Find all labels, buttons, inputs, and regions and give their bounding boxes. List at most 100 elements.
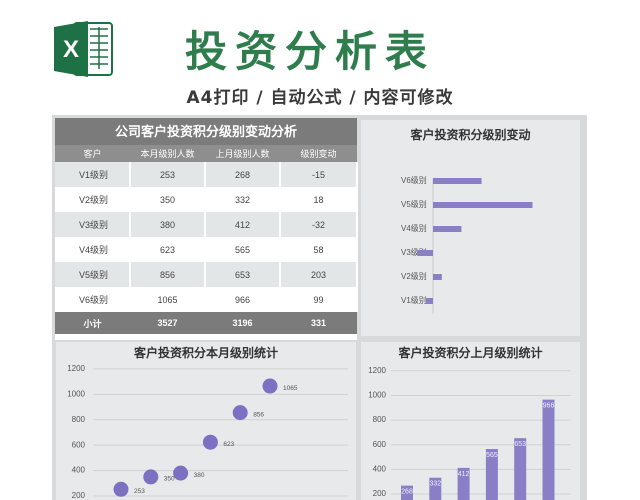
- change-chart-title: 客户投资积分级别变动: [410, 128, 531, 142]
- bar-value-label: 268: [401, 489, 413, 496]
- category-label: V5级别: [401, 199, 427, 209]
- bar: [429, 477, 442, 500]
- change-chart: V1级别 V2级别 V3级别 V4级别 V5级别 V6级别: [401, 175, 533, 314]
- column-header: 客户: [55, 145, 130, 162]
- table-title: 公司客户投资积分级别变动分析: [55, 118, 357, 145]
- cell-customer[interactable]: V1级别: [55, 162, 131, 187]
- y-tick-label: 400: [72, 466, 86, 475]
- cell-change[interactable]: -32: [280, 212, 358, 237]
- y-tick-label: 1200: [368, 366, 386, 375]
- total-last-month[interactable]: 3196: [205, 312, 280, 334]
- data-label: 253: [134, 488, 145, 495]
- cell-last-month[interactable]: 966: [205, 287, 281, 312]
- data-label: 380: [194, 472, 205, 479]
- bar: [542, 399, 555, 500]
- category-label: V6级别: [401, 175, 427, 185]
- last-month-chart-panel: 客户投资积分上月级别统计 200 400 600 800 1000 1200 268 332 4…: [361, 342, 580, 500]
- data-label: 1065: [283, 385, 298, 392]
- cell-this-month[interactable]: 1065: [130, 287, 206, 312]
- cell-change[interactable]: 99: [280, 287, 358, 312]
- column-header: 本月级别人数: [130, 145, 205, 162]
- table-row: V2级别 350 332 18: [55, 187, 358, 212]
- cell-customer[interactable]: V6级别: [55, 287, 131, 312]
- cell-last-month[interactable]: 268: [205, 162, 281, 187]
- category-label: V3级别: [401, 247, 427, 257]
- cell-last-month[interactable]: 412: [205, 212, 281, 237]
- bar-value-label: 653: [514, 441, 526, 448]
- category-label: V2级别: [401, 271, 427, 281]
- cell-this-month[interactable]: 350: [130, 187, 206, 212]
- change-bar: [433, 178, 482, 184]
- cell-customer[interactable]: V2级别: [55, 187, 131, 212]
- page-subtitle: A4打印 / 自动公式 / 内容可修改: [186, 88, 454, 108]
- this-month-chart: 200 400 600 800 1000 1200 253 350 380 623 856 1065: [67, 364, 348, 500]
- total-label[interactable]: 小计: [55, 312, 130, 334]
- cell-change[interactable]: 203: [280, 262, 358, 287]
- y-tick-label: 600: [373, 440, 387, 449]
- summary-table-panel: 公司客户投资积分级别变动分析 客户 本月级别人数 上月级别人数 级别变动 V1级…: [55, 118, 358, 340]
- change-bar: [433, 274, 442, 280]
- y-tick-label: 800: [72, 415, 86, 424]
- cell-change[interactable]: 58: [280, 237, 358, 262]
- excel-logo-icon: X: [54, 21, 113, 77]
- data-point: [113, 481, 129, 497]
- data-label: 623: [223, 441, 234, 448]
- change-bar: [433, 202, 533, 208]
- data-label: 350: [164, 476, 175, 483]
- y-tick-label: 200: [72, 491, 86, 500]
- bar-value-label: 966: [543, 403, 555, 410]
- cell-last-month[interactable]: 332: [205, 187, 281, 212]
- bar-value-label: 565: [486, 452, 498, 459]
- total-this-month[interactable]: 3527: [130, 312, 205, 334]
- y-tick-label: 200: [373, 489, 387, 498]
- page-title: 投资分析表: [185, 27, 436, 76]
- table-row: V6级别 1065 966 99: [55, 287, 358, 312]
- data-point: [232, 405, 248, 421]
- y-tick-label: 1200: [67, 364, 85, 373]
- total-change[interactable]: 331: [280, 312, 357, 334]
- data-point: [262, 378, 278, 394]
- last-month-chart: 200 400 600 800 1000 1200 268 332 412 565 653 966: [368, 366, 571, 500]
- bar: [514, 438, 527, 500]
- cell-this-month[interactable]: 380: [130, 212, 206, 237]
- table-row: V3级别 380 412 -32: [55, 212, 358, 237]
- change-bar: [433, 226, 462, 232]
- change-chart-panel: 客户投资积分级别变动 V1级别 V2级别 V3级别 V4级别 V5级别 V6级别: [361, 120, 580, 336]
- data-point: [143, 469, 159, 485]
- cell-customer[interactable]: V3级别: [55, 212, 131, 237]
- logo-letter: X: [63, 36, 79, 63]
- change-bar: [417, 250, 433, 256]
- column-header: 上月级别人数: [205, 145, 280, 162]
- change-bar: [425, 298, 433, 304]
- cell-change[interactable]: -15: [280, 162, 358, 187]
- cell-this-month[interactable]: 253: [130, 162, 206, 187]
- y-tick-label: 1000: [368, 391, 386, 400]
- data-point: [173, 465, 189, 481]
- bar: [401, 485, 413, 500]
- bar: [457, 467, 470, 500]
- y-tick-label: 800: [373, 415, 387, 424]
- cell-last-month[interactable]: 565: [205, 237, 281, 262]
- table-row: V5级别 856 653 203: [55, 262, 358, 287]
- bar-value-label: 332: [429, 481, 441, 488]
- table-header-row: 客户 本月级别人数 上月级别人数 级别变动: [55, 145, 357, 162]
- cell-this-month[interactable]: 856: [130, 262, 206, 287]
- y-tick-label: 600: [72, 440, 86, 449]
- cell-customer[interactable]: V5级别: [55, 262, 131, 287]
- cell-this-month[interactable]: 623: [130, 237, 206, 262]
- category-label: V1级别: [401, 295, 427, 305]
- bar-value-label: 412: [458, 471, 470, 478]
- this-month-chart-title: 客户投资积分本月级别统计: [133, 346, 278, 360]
- table-total-row: 小计 3527 3196 331: [55, 312, 357, 334]
- column-header: 级别变动: [280, 145, 357, 162]
- y-tick-label: 400: [373, 464, 387, 473]
- data-label: 856: [253, 411, 264, 418]
- cell-customer[interactable]: V4级别: [55, 237, 131, 262]
- table-row: V4级别 623 565 58: [55, 237, 358, 262]
- cell-change[interactable]: 18: [280, 187, 358, 212]
- y-tick-label: 1000: [67, 389, 85, 398]
- table-row: V1级别 253 268 -15: [55, 162, 358, 187]
- last-month-chart-title: 客户投资积分上月级别统计: [398, 346, 543, 360]
- cell-last-month[interactable]: 653: [205, 262, 281, 287]
- this-month-chart-panel: 客户投资积分本月级别统计 200 400 600 800 1000 1200 253 350 3…: [56, 342, 356, 500]
